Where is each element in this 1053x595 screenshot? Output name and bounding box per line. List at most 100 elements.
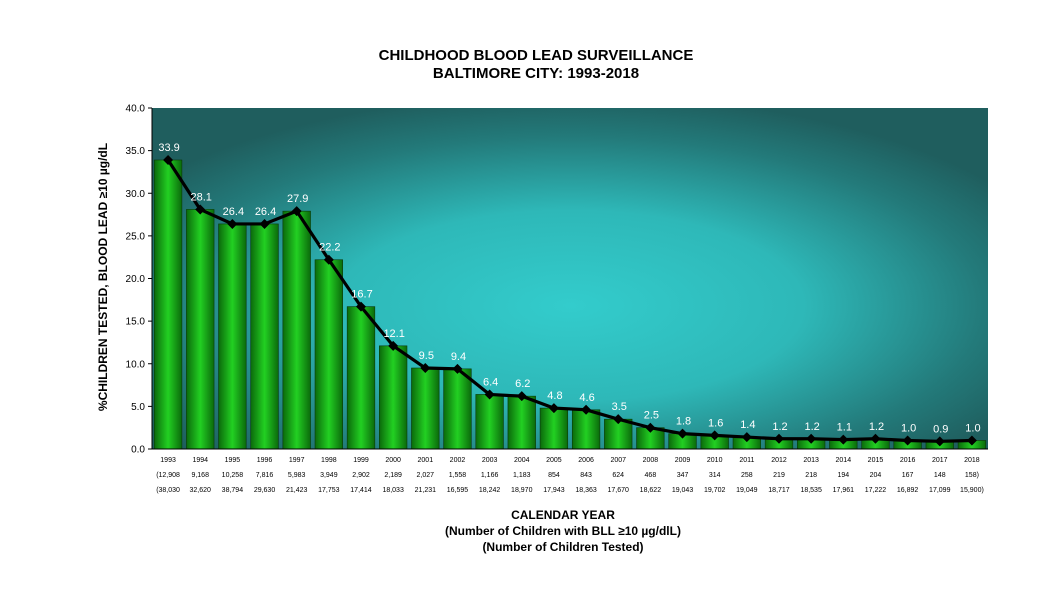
data-label-2012: 1.2 [772, 421, 787, 433]
bar-1994 [186, 209, 215, 450]
y-tick-label: 15.0 [126, 317, 146, 328]
marker-1998 [323, 254, 334, 265]
x-tick-year: 1996 [257, 457, 273, 464]
x-tick-tested-count: 17,961 [833, 487, 855, 494]
marker-2012 [774, 433, 784, 444]
y-tick-label: 0.0 [131, 445, 145, 456]
marker-1993 [163, 155, 174, 166]
x-tick-elevated-count: 204 [870, 472, 882, 479]
x-tick-tested-count: 38,794 [222, 487, 244, 494]
bar-2004 [507, 395, 536, 450]
bar-1993 [153, 159, 183, 450]
x-tick-elevated-count: 219 [773, 472, 785, 479]
marker-1999 [356, 301, 366, 312]
bar-2000 [379, 345, 408, 450]
x-axis-subtitle-elevated: (Number of Children with BLL ≥10 µg/dlL) [445, 524, 681, 538]
x-tick-tested-count: 17,670 [608, 487, 630, 494]
x-tick-tested-count: 17,753 [318, 487, 340, 494]
x-tick-elevated-count: 3,949 [320, 472, 338, 479]
x-tick-elevated-count: 1,558 [449, 472, 467, 479]
x-tick-elevated-count: 148 [934, 472, 946, 479]
x-tick-elevated-count: 1,183 [513, 472, 531, 479]
data-label-2007: 3.5 [612, 401, 627, 413]
x-tick-year: 2018 [964, 457, 980, 464]
marker-2011 [741, 432, 752, 443]
x-tick-year: 2003 [482, 457, 498, 464]
data-label-2014: 1.1 [837, 422, 852, 434]
marker-2013 [806, 433, 817, 444]
data-label-2005: 4.8 [547, 390, 562, 402]
y-tick-label: 20.0 [126, 274, 146, 285]
x-tick-year: 2001 [418, 457, 434, 464]
marker-2014 [838, 434, 849, 445]
x-tick-elevated-count: 468 [645, 472, 657, 479]
x-axis-labels: 1993 (12,908 (38,030 1994 9,168 32,620 1995 10,… [156, 457, 984, 494]
y-axis-title: %CHILDREN TESTED, BLOOD LEAD ≥10 µg/dL [96, 143, 110, 411]
x-tick-tested-count: 19,702 [704, 487, 726, 494]
data-label-2009: 1.8 [676, 416, 691, 428]
x-tick-tested-count: 17,414 [350, 487, 372, 494]
x-tick-elevated-count: 347 [677, 472, 689, 479]
bar-1996 [250, 223, 279, 450]
marker-2016 [902, 435, 913, 446]
bar-2002 [443, 368, 472, 450]
chart-title: CHILDHOOD BLOOD LEAD SURVEILLANCE [379, 47, 694, 64]
trend-line [163, 155, 977, 447]
marker-2000 [388, 340, 399, 351]
x-tick-tested-count: 17,943 [543, 487, 565, 494]
x-tick-elevated-count: 10,258 [222, 472, 244, 479]
x-tick-tested-count: 17,222 [865, 487, 887, 494]
marker-1997 [291, 206, 302, 217]
data-label-1996: 26.4 [255, 206, 276, 218]
x-tick-elevated-count: (12,908 [156, 472, 180, 479]
data-label-2008: 2.5 [644, 410, 659, 422]
marker-2007 [613, 414, 624, 425]
x-tick-tested-count: 21,231 [415, 487, 437, 494]
x-tick-elevated-count: 624 [612, 472, 624, 479]
trend-polyline [166, 159, 972, 443]
x-tick-year: 1998 [321, 457, 337, 464]
data-label-1993: 33.9 [158, 142, 179, 154]
data-label-1998: 22.2 [319, 242, 340, 254]
x-tick-elevated-count: 2,027 [417, 472, 435, 479]
x-tick-year: 2011 [739, 457, 754, 464]
x-tick-year: 2007 [610, 457, 626, 464]
marker-2006 [581, 404, 592, 415]
data-label-2002: 9.4 [451, 351, 466, 363]
y-tick-label: 30.0 [126, 189, 146, 200]
bar-2001 [411, 367, 440, 450]
x-tick-year: 1993 [160, 457, 176, 464]
y-tick-label: 40.0 [126, 104, 146, 115]
data-labels: 33.9 28.1 26.4 26.4 27.9 22.2 16.7 12.1 9.5 9.4 6.… [158, 142, 980, 435]
x-tick-elevated-count: 258 [741, 472, 753, 479]
y-axis: 0.0 5.0 10.0 15.0 20.0 25.0 30.0 35.0 40.0 [126, 104, 152, 456]
x-tick-tested-count: 17,099 [929, 487, 951, 494]
x-tick-tested-count: 15,900) [960, 487, 984, 494]
bars [153, 159, 987, 450]
x-tick-tested-count: 18,970 [511, 487, 533, 494]
marker-2018 [966, 435, 977, 446]
x-tick-elevated-count: 194 [837, 472, 849, 479]
marker-1996 [259, 218, 270, 229]
x-tick-tested-count: 16,892 [897, 487, 919, 494]
marker-2009 [677, 428, 688, 439]
data-label-2004: 6.2 [515, 378, 530, 390]
y-tick-label: 35.0 [126, 146, 146, 157]
x-tick-year: 2013 [803, 457, 819, 464]
bar-2003 [475, 394, 504, 450]
data-label-2000: 12.1 [383, 328, 404, 340]
data-label-2013: 1.2 [805, 421, 820, 433]
x-tick-year: 1999 [353, 457, 369, 464]
x-tick-elevated-count: 2,189 [384, 472, 402, 479]
y-tick-label: 25.0 [126, 231, 146, 242]
data-label-2001: 9.5 [419, 350, 434, 362]
bar-2005 [539, 407, 569, 450]
x-tick-tested-count: 21,423 [286, 487, 308, 494]
x-tick-elevated-count: 314 [709, 472, 721, 479]
x-tick-year: 2004 [514, 457, 530, 464]
marker-2001 [420, 363, 431, 374]
x-tick-tested-count: 18,535 [800, 487, 822, 494]
x-tick-year: 2012 [771, 457, 787, 464]
chart-subtitle: BALTIMORE CITY: 1993-2018 [433, 65, 639, 82]
